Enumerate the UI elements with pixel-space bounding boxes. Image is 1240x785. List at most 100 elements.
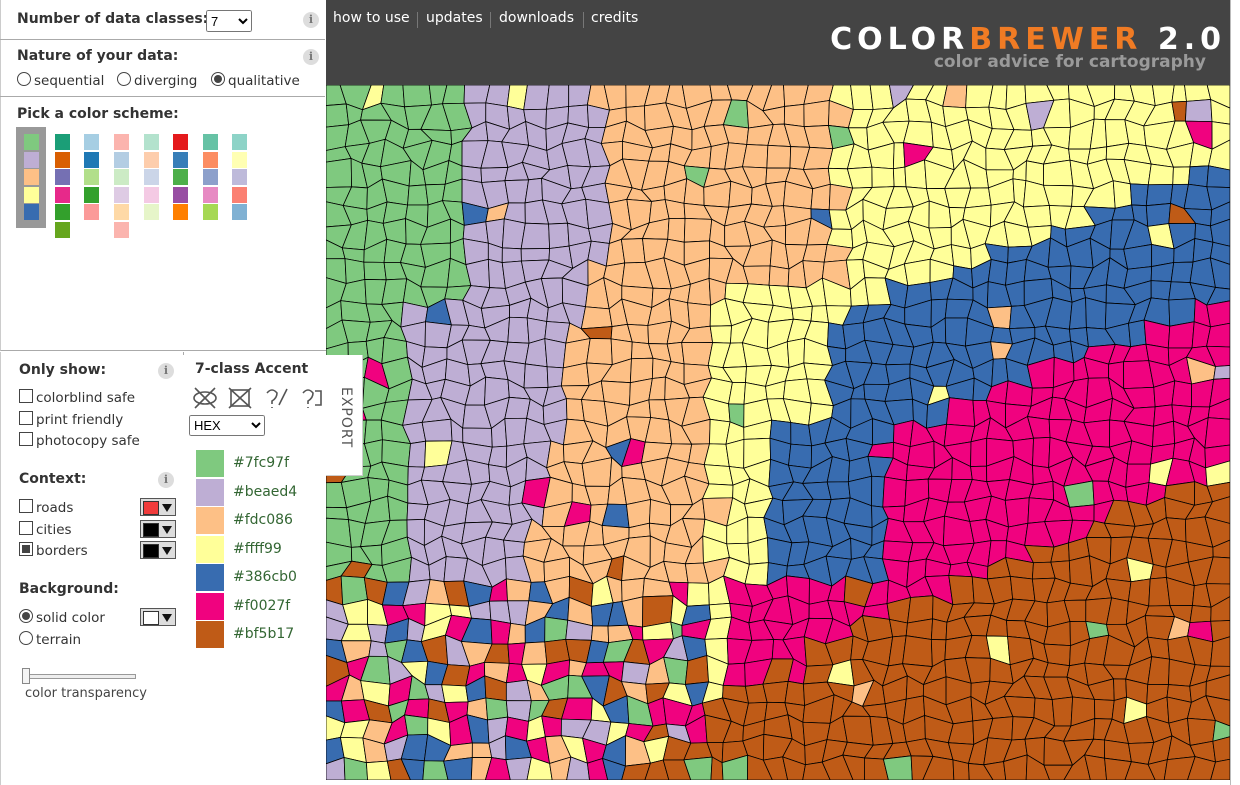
- county[interactable]: [1210, 596, 1230, 622]
- county[interactable]: [1187, 165, 1210, 188]
- slider-track[interactable]: [26, 674, 136, 679]
- county[interactable]: [910, 755, 934, 780]
- county[interactable]: [504, 396, 531, 419]
- scheme-swatch[interactable]: [173, 151, 188, 168]
- checkbox-option[interactable]: roads: [19, 499, 73, 516]
- county[interactable]: [882, 540, 914, 563]
- county[interactable]: [1210, 218, 1230, 247]
- county[interactable]: [326, 157, 353, 188]
- county[interactable]: [1206, 85, 1230, 109]
- checkbox[interactable]: [19, 432, 33, 446]
- county[interactable]: [1209, 257, 1230, 290]
- county[interactable]: [422, 760, 449, 780]
- county[interactable]: [709, 325, 733, 344]
- county[interactable]: [871, 475, 885, 508]
- county[interactable]: [990, 326, 1013, 345]
- radio[interactable]: [19, 609, 33, 623]
- county[interactable]: [1149, 563, 1167, 580]
- county[interactable]: [521, 641, 548, 665]
- info-icon[interactable]: i: [158, 472, 174, 488]
- info-icon[interactable]: i: [158, 363, 174, 379]
- county[interactable]: [523, 85, 550, 111]
- county[interactable]: [1208, 139, 1230, 171]
- radio[interactable]: [19, 631, 33, 645]
- county[interactable]: [1205, 674, 1230, 701]
- county[interactable]: [580, 306, 613, 330]
- scheme-swatch[interactable]: [203, 151, 218, 168]
- county[interactable]: [1147, 163, 1174, 186]
- county[interactable]: [1003, 754, 1028, 780]
- county[interactable]: [782, 756, 806, 780]
- nav-link[interactable]: updates: [426, 10, 483, 26]
- county[interactable]: [407, 440, 427, 468]
- county[interactable]: [1205, 665, 1230, 683]
- checkbox-option[interactable]: print friendly: [19, 411, 123, 428]
- county[interactable]: [802, 244, 828, 263]
- county[interactable]: [1204, 444, 1230, 469]
- county[interactable]: [1204, 516, 1230, 548]
- slider-handle[interactable]: [22, 668, 30, 684]
- county[interactable]: [930, 618, 948, 641]
- county[interactable]: [1185, 99, 1213, 123]
- county[interactable]: [965, 85, 994, 109]
- county[interactable]: [1210, 758, 1230, 780]
- color-picker[interactable]: [140, 608, 176, 626]
- county[interactable]: [586, 757, 609, 780]
- county[interactable]: [648, 499, 672, 526]
- scheme-swatch[interactable]: [144, 151, 159, 168]
- county[interactable]: [1167, 321, 1195, 349]
- scheme-swatch[interactable]: [55, 169, 70, 185]
- county[interactable]: [471, 742, 493, 758]
- county[interactable]: [687, 302, 712, 330]
- county[interactable]: [1205, 460, 1230, 487]
- scheme-swatch[interactable]: [232, 204, 247, 220]
- county[interactable]: [1172, 166, 1191, 185]
- county[interactable]: [1204, 417, 1230, 449]
- county[interactable]: [326, 506, 349, 520]
- county[interactable]: [365, 760, 392, 780]
- county[interactable]: [1068, 297, 1087, 330]
- county[interactable]: [1094, 698, 1115, 720]
- county[interactable]: [343, 756, 368, 780]
- county[interactable]: [1084, 754, 1107, 780]
- scheme-swatch[interactable]: [24, 186, 39, 203]
- county[interactable]: [1025, 754, 1051, 780]
- county[interactable]: [1189, 605, 1212, 624]
- county[interactable]: [762, 680, 789, 704]
- scheme-swatch[interactable]: [24, 134, 39, 150]
- county[interactable]: [802, 761, 831, 780]
- radio[interactable]: [117, 72, 131, 86]
- county[interactable]: [892, 166, 907, 188]
- scheme-swatch[interactable]: [203, 134, 218, 150]
- county[interactable]: [549, 756, 572, 780]
- scheme-swatch[interactable]: [114, 221, 129, 238]
- county[interactable]: [586, 338, 613, 366]
- radio-option[interactable]: solid color: [19, 609, 105, 626]
- county[interactable]: [768, 265, 790, 287]
- county[interactable]: [721, 754, 749, 780]
- county[interactable]: [1205, 695, 1230, 727]
- county[interactable]: [621, 661, 651, 685]
- scheme-swatch[interactable]: [24, 204, 39, 220]
- format-select[interactable]: HEX: [189, 415, 265, 436]
- county[interactable]: [1112, 180, 1133, 209]
- county[interactable]: [662, 759, 692, 780]
- scheme-swatch[interactable]: [232, 186, 247, 203]
- checkbox-option[interactable]: colorblind safe: [19, 389, 135, 406]
- scheme-swatch[interactable]: [24, 151, 39, 168]
- county[interactable]: [710, 756, 724, 780]
- scheme-swatch[interactable]: [203, 186, 218, 203]
- county[interactable]: [983, 761, 1007, 780]
- scheme-swatch[interactable]: [55, 151, 70, 168]
- county[interactable]: [404, 714, 429, 736]
- county[interactable]: [507, 622, 526, 645]
- county[interactable]: [1147, 656, 1170, 685]
- checkbox-option[interactable]: photocopy safe: [19, 432, 140, 449]
- county[interactable]: [968, 763, 994, 780]
- nav-link[interactable]: downloads: [499, 10, 574, 26]
- county[interactable]: [1212, 736, 1230, 763]
- county[interactable]: [1051, 696, 1074, 727]
- scheme-swatch[interactable]: [55, 186, 70, 203]
- county[interactable]: [1206, 322, 1230, 348]
- checkbox-option[interactable]: borders: [19, 542, 88, 559]
